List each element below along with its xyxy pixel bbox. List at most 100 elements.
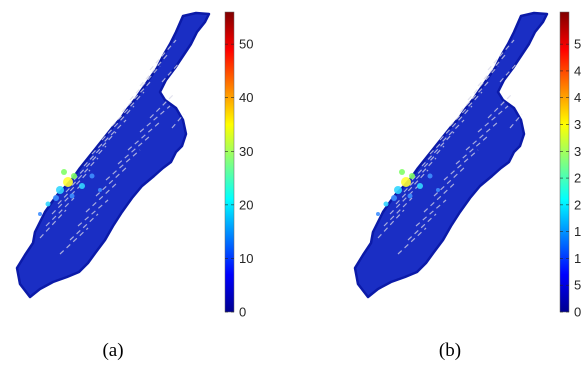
colorbar-b: 0 5 10 15 20 25 30 35 40 45 50: [559, 11, 581, 320]
street-texture-a: [39, 39, 185, 255]
street-line-a-19: [95, 165, 129, 197]
colorbar-tick-label-a-0: 0: [239, 305, 246, 320]
colorbar-tick-label-b-5: 25: [574, 171, 581, 186]
street-line-a-16: [127, 121, 161, 151]
colorbar-tick-label-b-1: 5: [574, 278, 581, 293]
hotspot-b-8: [407, 193, 413, 199]
street-line-a-17: [117, 135, 151, 165]
street-line-a-9: [65, 157, 99, 193]
hotspot-a-2: [71, 173, 77, 179]
colorbar-gradient-a: [224, 11, 235, 313]
hotspot-a-1: [56, 186, 64, 194]
street-line-b-10: [395, 169, 429, 205]
colorbar-tick-label-b-10: 50: [574, 37, 581, 52]
colorbar-a: 0 10 20 30 40 50: [224, 11, 253, 320]
hotspot-a-4: [79, 183, 85, 189]
colorbar-tick-label-b-7: 35: [574, 117, 581, 132]
street-line-b-15: [477, 105, 509, 133]
street-line-a-20: [85, 181, 119, 213]
street-line-b-22: [407, 213, 437, 241]
hotspot-a-5: [61, 169, 67, 175]
street-line-b-13: [377, 209, 405, 239]
street-line-a-21: [77, 199, 109, 227]
street-line-b-5: [439, 105, 473, 141]
street-line-b-2: [467, 65, 499, 101]
hotspots-a: [38, 169, 102, 216]
hotspot-a-6: [45, 201, 51, 207]
colorbar-tick-label-b-9: 45: [574, 63, 581, 78]
street-line-b-0: [487, 39, 515, 71]
colorbar-tick-label-b-8: 40: [574, 90, 581, 105]
street-line-b-24: [499, 61, 519, 83]
colorbar-tick-label-a-5: 50: [239, 37, 253, 52]
street-line-b-25: [509, 113, 523, 129]
hotspot-a-10: [98, 188, 102, 192]
panel-b: 0 5 10 15 20 25 30 35 40 45 50 (b): [353, 11, 581, 361]
street-line-a-25: [171, 113, 185, 129]
street-line-a-12: [45, 197, 75, 227]
map-outline-a: [15, 11, 211, 299]
colorbar-tick-label-b-2: 10: [574, 251, 581, 266]
colorbar-tick-label-a-4: 40: [239, 90, 253, 105]
hotspot-b-0: [401, 177, 411, 187]
street-line-b-16: [465, 121, 499, 151]
street-line-a-4: [111, 91, 145, 127]
colorbar-tick-label-b-6: 30: [574, 144, 581, 159]
street-line-a-7: [83, 131, 117, 167]
street-line-b-18: [443, 149, 479, 181]
street-line-a-13: [39, 209, 67, 239]
street-line-a-24: [161, 61, 181, 83]
street-line-a-14: [149, 93, 175, 119]
hotspot-a-8: [69, 193, 75, 199]
hotspot-b-4: [417, 183, 423, 189]
street-line-b-21: [415, 199, 447, 227]
hotspot-b-3: [391, 195, 397, 201]
hotspot-b-2: [409, 173, 415, 179]
street-line-a-22: [69, 213, 99, 241]
hotspot-b-1: [394, 186, 402, 194]
colorbar-tick-label-b-4: 20: [574, 197, 581, 212]
street-line-b-9: [403, 157, 437, 193]
street-texture-b: [377, 39, 523, 255]
street-line-b-19: [433, 165, 467, 197]
manhattan-map-a: [15, 11, 211, 299]
street-line-a-5: [101, 105, 135, 141]
street-line-a-18: [105, 149, 141, 181]
street-line-a-11: [51, 183, 83, 215]
street-line-a-10: [57, 169, 91, 205]
street-line-b-20: [423, 181, 457, 213]
colorbar-tick-label-b-0: 0: [574, 305, 581, 320]
street-line-a-8: [73, 145, 107, 181]
panel-a: 0 10 20 30 40 50 (a): [15, 11, 253, 361]
colorbar-ticks-b: 0 5 10 15 20 25 30 35 40 45 50: [560, 37, 581, 320]
street-line-a-2: [129, 65, 161, 101]
street-line-b-17: [455, 135, 489, 165]
hotspot-b-7: [427, 173, 433, 179]
hotspot-a-0: [63, 177, 73, 187]
street-line-b-8: [411, 145, 445, 181]
street-line-a-6: [91, 119, 127, 155]
street-line-a-23: [59, 227, 89, 255]
panel-label-a: (a): [102, 340, 123, 361]
colorbar-ticks-a: 0 10 20 30 40 50: [225, 37, 253, 320]
street-line-a-3: [121, 79, 153, 113]
street-line-b-6: [429, 119, 465, 155]
hotspot-b-5: [399, 169, 405, 175]
hotspot-b-10: [436, 188, 440, 192]
colorbar-tick-label-a-1: 10: [239, 251, 253, 266]
street-line-a-1: [139, 53, 169, 87]
hotspot-a-3: [53, 195, 59, 201]
panel-label-b: (b): [439, 340, 461, 361]
street-line-b-4: [449, 91, 483, 127]
colorbar-tick-label-b-3: 15: [574, 224, 581, 239]
colorbar-tick-label-a-2: 20: [239, 197, 253, 212]
street-line-b-12: [383, 197, 413, 227]
street-line-b-14: [487, 93, 513, 119]
street-line-a-0: [149, 39, 177, 71]
street-line-b-3: [459, 79, 491, 113]
hotspot-b-9: [376, 212, 380, 216]
street-line-b-23: [397, 227, 427, 255]
street-line-b-11: [389, 183, 421, 215]
manhattan-map-b: [353, 11, 549, 299]
